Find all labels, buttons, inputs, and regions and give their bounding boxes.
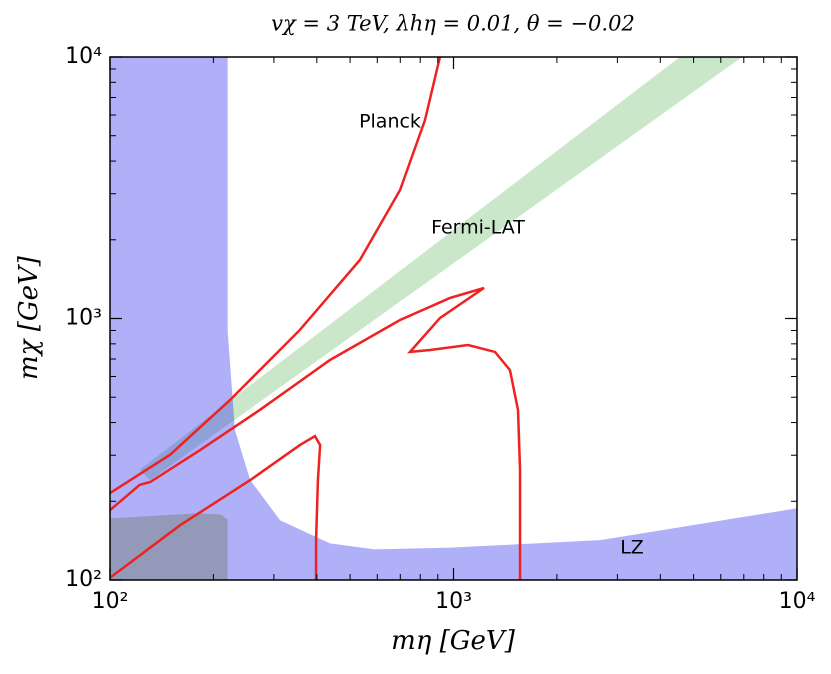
annotation: Planck: [359, 111, 421, 133]
y-tick-label: 10³: [65, 306, 102, 331]
region: [110, 57, 797, 580]
annotation: Fermi-LAT: [431, 217, 525, 239]
contour-line: [110, 434, 322, 580]
chart-title: vχ = 3 TeV, λhη = 0.01, θ = −0.02: [271, 12, 635, 36]
x-tick-label: 10³: [435, 589, 472, 614]
y-tick-label: 10²: [65, 567, 102, 592]
x-tick-label: 10⁴: [779, 589, 816, 614]
y-tick-label: 10⁴: [65, 44, 102, 69]
annotation: LZ: [620, 537, 644, 559]
x-axis-label: mη [GeV]: [391, 626, 516, 656]
region: [139, 57, 743, 481]
y-axis-label: mχ [GeV]: [14, 255, 44, 380]
contour-line: [110, 286, 522, 580]
region: [110, 513, 228, 580]
contour-line: [110, 57, 442, 495]
x-tick-label: 10²: [92, 589, 129, 614]
